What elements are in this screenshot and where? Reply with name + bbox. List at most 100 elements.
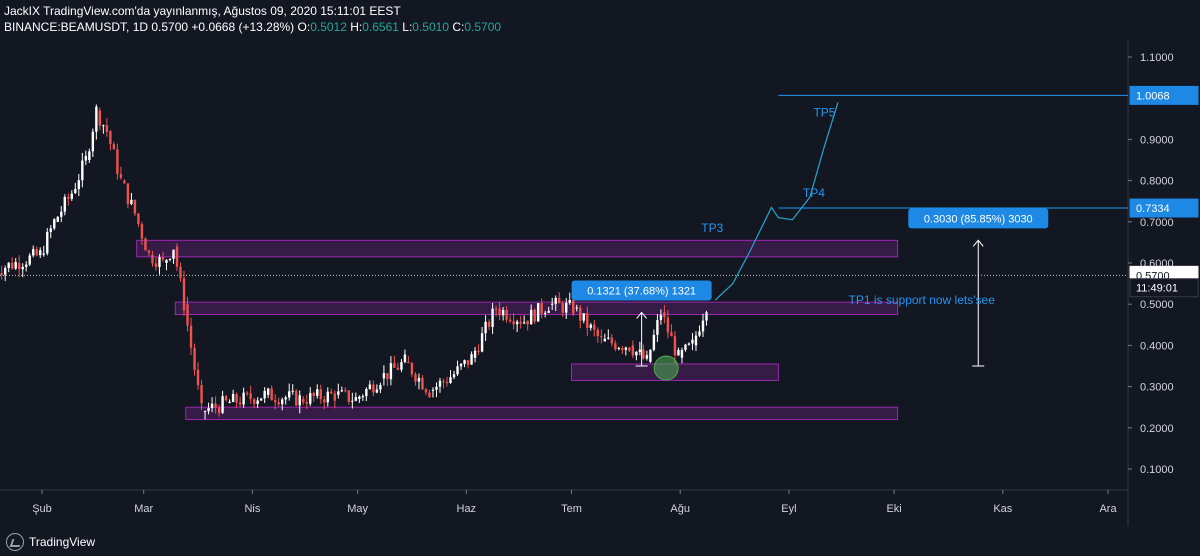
candle-body [207,408,210,412]
support-zone[interactable] [136,239,899,258]
candle-body [151,254,154,264]
candle-body [617,348,621,350]
candle-body [221,396,224,413]
candle-body [109,131,112,145]
candle-body [621,348,624,350]
candle-body [126,183,130,204]
candle-body [193,347,196,370]
candle-body [403,354,407,363]
candle-body [123,180,126,184]
candle-body [316,389,319,396]
support-zone[interactable] [185,406,899,421]
candle-body [414,374,417,382]
candle-body [361,396,365,398]
candle-body [459,363,463,367]
candle-body [35,249,38,256]
tradingview-logo[interactable]: TradingView [6,533,95,551]
measure-label-bg [571,280,712,301]
candle-body [305,402,308,404]
candle-body [701,320,705,332]
candle-body [705,312,708,321]
candle-body [452,374,456,378]
candle-body [245,392,249,394]
candle-body [628,347,631,351]
candle-body [603,338,607,342]
candle-body [484,321,487,334]
candle-body [498,308,501,316]
candle-body [98,110,102,126]
candle-body [42,253,45,255]
x-tick-label: Haz [457,503,477,515]
candle-body [631,345,635,356]
projection-curve[interactable] [714,102,839,301]
candle-body [501,309,505,316]
x-tick-label: May [347,503,368,515]
x-tick-label: Eyl [781,503,796,515]
low-label: L: [402,20,413,34]
candle-body [309,392,312,404]
x-tick-label: Ağu [670,503,690,515]
candle-body [586,313,589,328]
candle-body [179,266,182,279]
candle-body [266,388,270,395]
candle-body [74,189,77,193]
candle-body [21,266,24,270]
price-chart[interactable]: 1.10000.90000.80000.70000.60000.50000.40… [0,0,1200,526]
x-tick-label: Mar [134,503,153,515]
entry-circle[interactable] [653,355,679,381]
candle-body [445,381,449,383]
x-tick-label: Tem [561,503,582,515]
candle-body [88,151,91,160]
candle-body [379,385,382,390]
candle-body [491,308,494,327]
candle-body [442,380,445,382]
candle-body [18,263,21,270]
candle-body [596,329,599,337]
candle-body [645,355,649,359]
candle-body [582,313,585,321]
candle-body [466,360,470,365]
y-tick-label: 0.8000 [1140,176,1174,188]
candle-body [547,310,550,313]
y-tick-label: 0.9000 [1140,134,1174,146]
candle-body [273,400,277,403]
y-tick-label: 0.1000 [1140,464,1174,476]
candle-body [508,319,512,322]
candle-body [410,363,414,375]
open-label: O: [297,20,311,34]
candle-body [565,302,568,313]
candle-body [512,321,515,325]
candle-body [579,307,582,321]
candle-body [673,336,677,356]
close-label: C: [452,20,465,34]
candle-body [175,246,179,267]
annotation-text: TP4 [803,186,825,200]
candle-body [347,390,351,402]
candle-body [60,211,63,217]
candle-body [133,199,137,214]
candle-body [186,304,189,326]
candle-body [424,389,428,393]
candle-body [477,350,480,352]
brand-label: TradingView [29,535,96,549]
candle-body [386,373,389,380]
candle-body [28,255,31,265]
measure-arrow [636,311,648,319]
candle-body [358,396,361,399]
candle-body [365,388,368,397]
candle-body [95,106,98,132]
candle-body [666,317,670,333]
candle-body [438,380,442,387]
candle-body [354,397,358,401]
candle-body [533,309,536,322]
candle-body [102,125,105,127]
candle-body [572,300,575,314]
candle-body [0,273,3,275]
candle-body [77,180,81,190]
support-zone[interactable] [174,301,899,316]
candle-body [417,377,421,382]
candle-body [519,321,522,324]
price-label-bg [1129,278,1199,298]
candle-body [368,384,372,389]
measure-arrow [972,239,984,247]
